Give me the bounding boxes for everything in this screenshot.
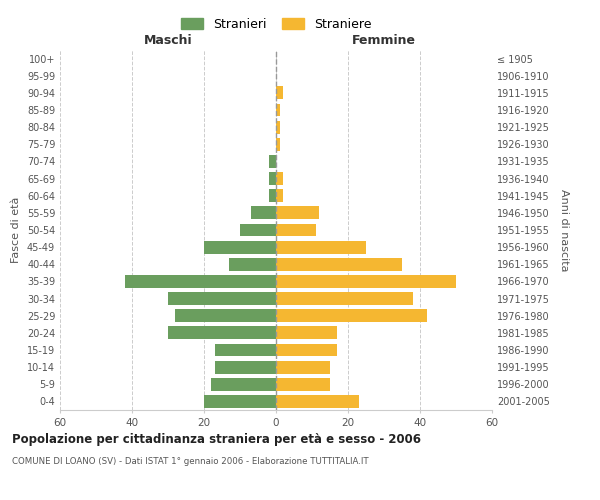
Bar (276, 360, 330, 374)
Bar (240, 224, 276, 236)
Bar (204, 240, 276, 254)
Bar (276, 310, 427, 322)
Bar (276, 120, 280, 134)
Bar (276, 275, 456, 288)
Bar (251, 206, 276, 220)
Text: Femmine: Femmine (352, 34, 416, 46)
Bar (269, 172, 276, 185)
Bar (276, 378, 330, 390)
Bar (276, 206, 319, 220)
Bar (175, 310, 276, 322)
Bar (276, 292, 413, 305)
Text: Maschi: Maschi (143, 34, 193, 46)
Bar (276, 395, 359, 408)
Bar (204, 395, 276, 408)
Bar (168, 292, 276, 305)
Text: Popolazione per cittadinanza straniera per età e sesso - 2006: Popolazione per cittadinanza straniera p… (12, 432, 421, 446)
Y-axis label: Anni di nascita: Anni di nascita (559, 188, 569, 271)
Bar (276, 86, 283, 100)
Bar (211, 378, 276, 390)
Text: COMUNE DI LOANO (SV) - Dati ISTAT 1° gennaio 2006 - Elaborazione TUTTITALIA.IT: COMUNE DI LOANO (SV) - Dati ISTAT 1° gen… (12, 458, 368, 466)
Bar (276, 344, 337, 356)
Bar (276, 240, 366, 254)
Bar (215, 360, 276, 374)
Bar (276, 104, 280, 117)
Bar (276, 190, 283, 202)
Bar (168, 326, 276, 340)
Legend: Stranieri, Straniere: Stranieri, Straniere (177, 14, 375, 34)
Bar (229, 258, 276, 270)
Bar (269, 190, 276, 202)
Bar (276, 138, 280, 150)
Y-axis label: Fasce di età: Fasce di età (11, 197, 21, 263)
Bar (276, 224, 316, 236)
Bar (276, 326, 337, 340)
Bar (269, 155, 276, 168)
Bar (276, 258, 402, 270)
Bar (276, 172, 283, 185)
Bar (125, 275, 276, 288)
Bar (215, 344, 276, 356)
